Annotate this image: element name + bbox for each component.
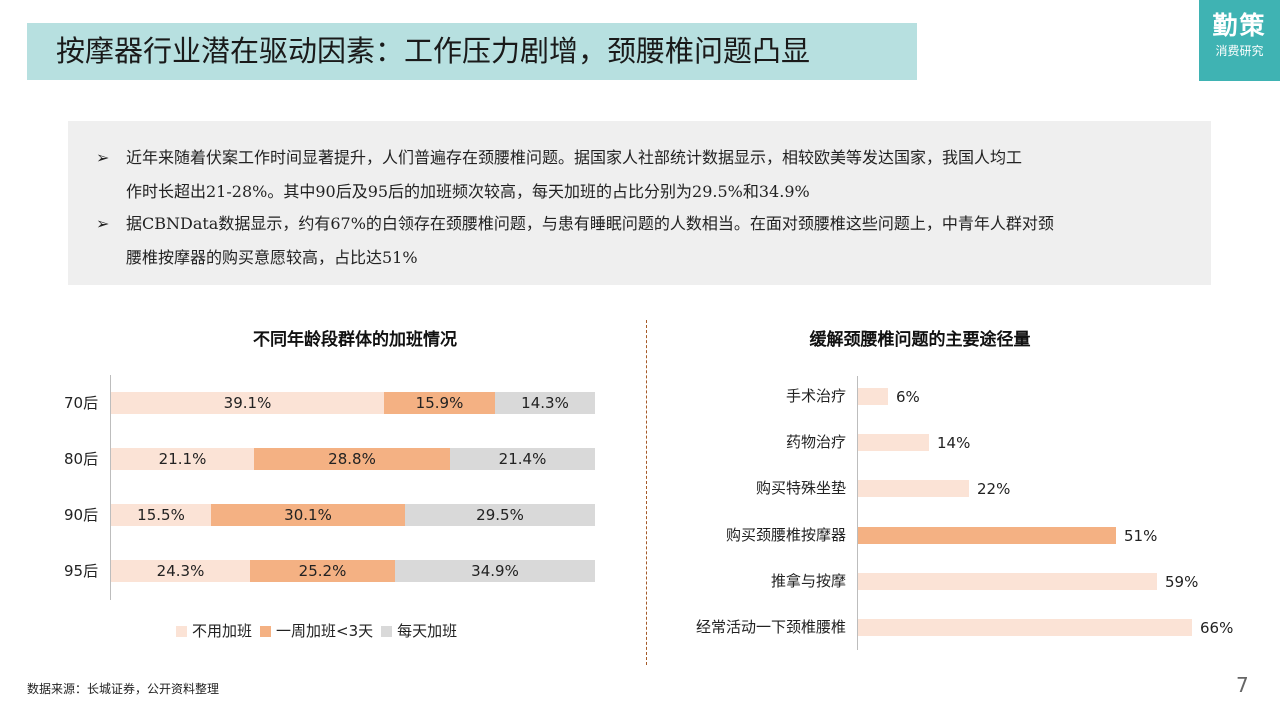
overtime-bar-segment	[405, 504, 595, 526]
legend-label: 一周加班<3天	[276, 622, 374, 640]
overtime-segment-label: 14.3%	[521, 394, 569, 412]
overtime-bar-segment	[395, 560, 595, 582]
relief-method-bar	[858, 619, 1192, 636]
overtime-bar-segment	[211, 504, 405, 526]
relief-method-value: 14%	[937, 434, 971, 452]
overtime-bar-segment	[495, 392, 595, 414]
overtime-chart-y-axis	[110, 375, 111, 600]
relief-method-value: 66%	[1200, 619, 1234, 637]
relief-method-value: 22%	[977, 480, 1011, 498]
bullet-arrow-icon: ➢	[96, 148, 110, 167]
chart-divider	[646, 320, 647, 665]
page-number: 7	[1236, 673, 1249, 697]
bullet-arrow-icon: ➢	[96, 214, 110, 233]
overtime-chart-title: 不同年龄段群体的加班情况	[253, 330, 457, 350]
summary-bullet-2: 据CBNData数据显示，约有67%的白领存在颈腰椎问题，与患有睡眠问题的人数相…	[126, 207, 1186, 275]
relief-method-label: 购买特殊坐垫	[755, 479, 846, 497]
data-source-note: 数据来源：长城证券，公开资料整理	[27, 682, 220, 696]
summary-bullet-1-line2: 作时长超出21-28%。其中90后及95后的加班频次较高，每天加班的占比分别为2…	[126, 182, 810, 201]
brand-logo: 勤策 消费研究	[1199, 0, 1280, 81]
summary-box: ➢ 近年来随着伏案工作时间显著提升，人们普遍存在颈腰椎问题。据国家人社部统计数据…	[68, 121, 1211, 285]
relief-method-bar	[858, 434, 929, 451]
overtime-segment-label: 24.3%	[156, 562, 205, 580]
relief-methods-chart-title: 缓解颈腰椎问题的主要途径量	[809, 330, 1031, 350]
summary-bullet-2-line2: 腰椎按摩器的购买意愿较高，占比达51%	[126, 248, 418, 267]
overtime-segment-label: 21.1%	[158, 450, 207, 468]
overtime-chart-legend: 不用加班 一周加班<3天 每天加班	[176, 620, 465, 640]
title-bar: 按摩器行业潜在驱动因素：工作压力剧增，颈腰椎问题凸显	[27, 23, 917, 80]
age-group-label: 90后	[64, 506, 99, 524]
overtime-bar-segment	[111, 448, 254, 470]
relief-method-bar	[858, 573, 1157, 590]
relief-method-label: 手术治疗	[785, 387, 846, 405]
brand-subtitle: 消费研究	[1215, 44, 1264, 58]
legend-swatch	[176, 626, 187, 637]
overtime-bar-segment	[254, 448, 450, 470]
overtime-segment-label: 34.9%	[471, 562, 519, 580]
overtime-segment-label: 15.9%	[415, 394, 464, 412]
legend-label: 每天加班	[397, 622, 458, 640]
age-group-label: 80后	[64, 450, 99, 468]
summary-bullet-2-line1: 据CBNData数据显示，约有67%的白领存在颈腰椎问题，与患有睡眠问题的人数相…	[126, 214, 1054, 233]
overtime-bar-segment	[111, 504, 211, 526]
relief-method-bar	[858, 480, 969, 497]
relief-chart-y-axis	[857, 376, 858, 650]
relief-method-value: 6%	[896, 388, 920, 406]
overtime-bar-segment	[111, 392, 384, 414]
summary-bullet-1-line1: 近年来随着伏案工作时间显著提升，人们普遍存在颈腰椎问题。据国家人社部统计数据显示…	[126, 148, 1023, 167]
legend-swatch	[381, 626, 393, 637]
relief-method-label: 经常活动一下颈椎腰椎	[695, 618, 846, 636]
summary-bullet-1: 近年来随着伏案工作时间显著提升，人们普遍存在颈腰椎问题。据国家人社部统计数据显示…	[126, 141, 1186, 209]
age-group-label: 70后	[64, 394, 99, 412]
legend-item: 每天加班	[381, 620, 457, 641]
age-group-label: 95后	[64, 562, 99, 580]
overtime-segment-label: 28.8%	[328, 450, 376, 468]
overtime-bar-segment	[450, 448, 595, 470]
overtime-segment-label: 21.4%	[498, 450, 547, 468]
overtime-bar-segment	[111, 560, 250, 582]
legend-swatch	[260, 626, 272, 637]
relief-method-label: 购买颈腰椎按摩器	[725, 526, 846, 544]
overtime-segment-label: 30.1%	[284, 506, 332, 524]
relief-method-label: 药物治疗	[785, 433, 846, 451]
overtime-segment-label: 39.1%	[223, 394, 272, 412]
relief-method-value: 51%	[1124, 527, 1158, 545]
legend-item: 一周加班<3天	[260, 620, 373, 641]
overtime-bar-segment	[384, 392, 495, 414]
overtime-bar-segment	[250, 560, 395, 582]
overtime-segment-label: 29.5%	[476, 506, 524, 524]
relief-method-bar	[858, 527, 1116, 544]
relief-method-bar	[858, 388, 888, 405]
relief-method-value: 59%	[1165, 573, 1199, 591]
overtime-segment-label: 15.5%	[137, 506, 185, 524]
brand-name: 勤策	[1212, 11, 1267, 40]
legend-label: 不用加班	[192, 622, 253, 640]
overtime-segment-label: 25.2%	[298, 562, 347, 580]
legend-item: 不用加班	[176, 620, 252, 641]
relief-method-label: 推拿与按摩	[770, 572, 846, 590]
page-title: 按摩器行业潜在驱动因素：工作压力剧增，颈腰椎问题凸显	[56, 34, 811, 68]
